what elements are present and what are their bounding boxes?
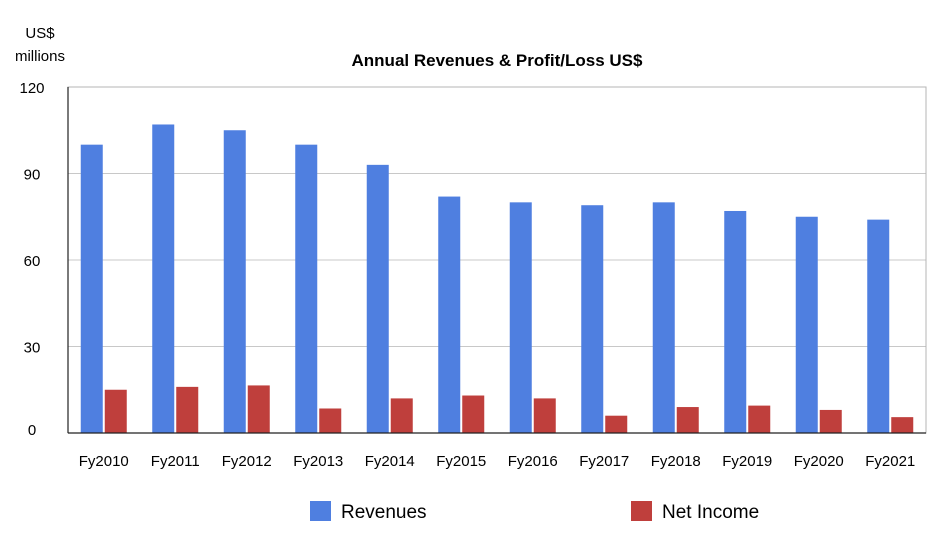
net-income-bar	[247, 385, 270, 433]
revenue-bar	[152, 124, 175, 433]
legend-label: Revenues	[341, 502, 427, 523]
x-tick-label: Fy2016	[508, 453, 558, 470]
x-tick-label: Fy2019	[722, 453, 772, 470]
y-unit-label-line1: US$	[25, 25, 55, 42]
revenue-bar	[366, 164, 389, 433]
revenue-bar	[867, 219, 890, 433]
y-tick-label: 0	[28, 422, 36, 439]
revenue-bar	[581, 205, 604, 433]
net-income-bar	[462, 395, 485, 433]
x-tick-label: Fy2014	[365, 453, 415, 470]
gridlines	[68, 173, 926, 347]
x-tick-label: Fy2018	[651, 453, 701, 470]
net-income-bar	[390, 398, 413, 433]
axes	[67, 86, 927, 434]
x-tick-label: Fy2010	[79, 453, 129, 470]
net-income-bar	[319, 408, 342, 433]
bars	[80, 124, 914, 433]
revenue-bar	[223, 130, 246, 433]
x-tick-label: Fy2021	[865, 453, 915, 470]
x-tick-label: Fy2011	[151, 453, 200, 470]
chart-title: Annual Revenues & Profit/Loss US$	[352, 51, 643, 70]
y-tick-label: 90	[24, 167, 41, 184]
net-income-bar	[676, 407, 699, 433]
x-tick-label: Fy2013	[293, 453, 343, 470]
x-tick-label: Fy2015	[436, 453, 486, 470]
net-income-bar	[819, 409, 842, 433]
y-tick-label: 30	[24, 340, 41, 357]
y-unit-label-line2: millions	[15, 48, 65, 65]
revenue-bar	[795, 216, 818, 433]
net-income-bar	[176, 386, 199, 433]
x-tick-labels: Fy2010 Fy2011 Fy2012 Fy2013 Fy2014 Fy2015 Fy20…	[79, 453, 916, 470]
legend-label: Net Income	[662, 502, 759, 523]
revenue-bar	[438, 196, 461, 433]
y-tick-label: 60	[24, 253, 41, 270]
x-tick-label: Fy2020	[794, 453, 844, 470]
y-tick-label: 120	[19, 80, 44, 97]
legend-swatch	[310, 501, 331, 521]
legend-swatch	[631, 501, 652, 521]
revenue-bar	[509, 202, 532, 433]
revenue-bar	[295, 144, 318, 433]
net-income-bar	[891, 417, 914, 433]
net-income-bar	[533, 398, 556, 433]
revenue-bar	[80, 144, 103, 433]
net-income-bar	[748, 405, 771, 433]
x-tick-label: Fy2012	[222, 453, 272, 470]
net-income-bar	[104, 389, 127, 433]
y-tick-labels: 0 30 60 90 120	[19, 80, 44, 439]
revenue-bar	[652, 202, 675, 433]
net-income-bar	[605, 415, 628, 433]
x-tick-label: Fy2017	[579, 453, 629, 470]
revenue-bar	[724, 210, 747, 433]
legend: Revenues Net Income	[310, 501, 759, 523]
